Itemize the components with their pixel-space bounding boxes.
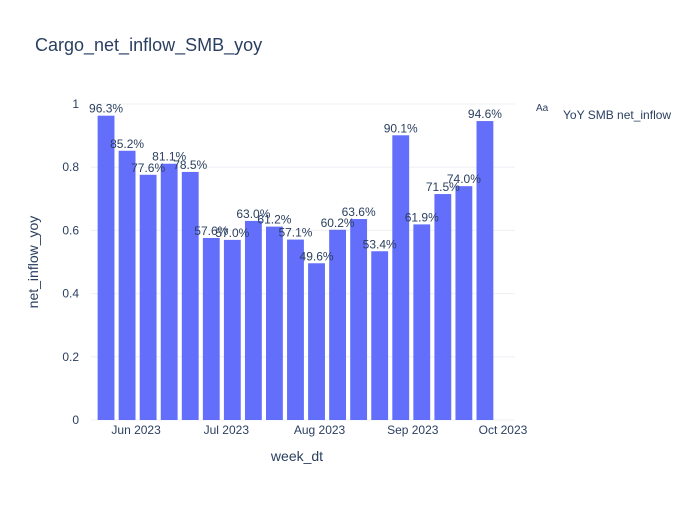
x-tick-label: Oct 2023 bbox=[479, 423, 528, 437]
bar-value-label: 57.6% bbox=[194, 224, 228, 238]
legend-symbol: Aa bbox=[536, 103, 549, 114]
legend[interactable]: Aa YoY SMB net_inflow bbox=[536, 103, 671, 122]
bar[interactable] bbox=[97, 115, 115, 420]
bar-value-label: 61.2% bbox=[257, 213, 291, 227]
bar-value-label: 53.4% bbox=[363, 237, 397, 251]
x-tick-label: Jun 2023 bbox=[111, 423, 161, 437]
bar[interactable] bbox=[329, 229, 347, 420]
bar[interactable] bbox=[118, 150, 136, 420]
bar[interactable] bbox=[266, 226, 283, 420]
bar-value-label: 57.0% bbox=[215, 226, 249, 240]
bar-value-label: 71.5% bbox=[426, 180, 460, 194]
y-axis-title: net_inflow_yoy bbox=[25, 216, 41, 309]
bar[interactable] bbox=[350, 219, 368, 420]
y-tick-label: 0.6 bbox=[62, 223, 79, 237]
x-tick-label: Jul 2023 bbox=[204, 423, 250, 437]
bar[interactable] bbox=[371, 251, 389, 420]
bar[interactable] bbox=[308, 263, 325, 420]
bar[interactable] bbox=[413, 224, 431, 420]
legend-item-label[interactable]: YoY SMB net_inflow bbox=[563, 108, 671, 122]
bar[interactable] bbox=[392, 135, 410, 420]
bar-value-label: 60.2% bbox=[321, 216, 355, 230]
bar[interactable] bbox=[287, 239, 304, 420]
bar[interactable] bbox=[244, 220, 262, 420]
bar-value-label: 85.2% bbox=[110, 137, 144, 151]
bar-value-label: 94.6% bbox=[468, 107, 502, 121]
y-axis-ticks: 0 0.2 0.4 0.6 0.8 1 bbox=[62, 97, 79, 427]
y-tick-label: 0 bbox=[72, 413, 79, 427]
x-tick-label: Aug 2023 bbox=[294, 423, 346, 437]
y-tick-label: 0.8 bbox=[62, 160, 79, 174]
bar-value-label: 63.0% bbox=[236, 207, 270, 221]
bar[interactable] bbox=[476, 121, 494, 421]
bar-value-label: 96.3% bbox=[89, 102, 123, 116]
bar-value-label: 61.9% bbox=[405, 210, 439, 224]
x-axis-title: week_dt bbox=[270, 448, 323, 464]
y-tick-label: 0.4 bbox=[62, 287, 79, 301]
bar[interactable] bbox=[223, 239, 241, 420]
bar-value-label: 57.1% bbox=[278, 226, 312, 240]
bar[interactable] bbox=[202, 237, 220, 420]
bar-value-label: 49.6% bbox=[300, 249, 334, 263]
x-axis-ticks: Jun 2023 Jul 2023 Aug 2023 Sep 2023 Oct 2023 bbox=[111, 423, 527, 437]
bar[interactable] bbox=[160, 163, 178, 420]
bar-value-label: 77.6% bbox=[131, 161, 165, 175]
bar[interactable] bbox=[434, 194, 452, 420]
bar-value-label: 81.1% bbox=[152, 150, 186, 164]
bar[interactable] bbox=[455, 186, 473, 420]
bar[interactable] bbox=[181, 171, 199, 420]
bar-value-label: 78.5% bbox=[173, 158, 207, 172]
bar-value-label: 63.6% bbox=[342, 205, 376, 219]
bar[interactable] bbox=[139, 174, 157, 420]
x-tick-label: Sep 2023 bbox=[387, 423, 439, 437]
y-tick-label: 0.2 bbox=[62, 350, 79, 364]
bars bbox=[97, 115, 494, 421]
data-labels: 96.3% 85.2% 77.6%81.1%78.5% 57.6%57.0% 63.0%… bbox=[89, 102, 502, 264]
chart-title: Cargo_net_inflow_SMB_yoy bbox=[35, 35, 262, 56]
bar-value-label: 74.0% bbox=[447, 172, 481, 186]
y-tick-label: 1 bbox=[72, 97, 79, 111]
bar-value-label: 90.1% bbox=[384, 121, 418, 135]
